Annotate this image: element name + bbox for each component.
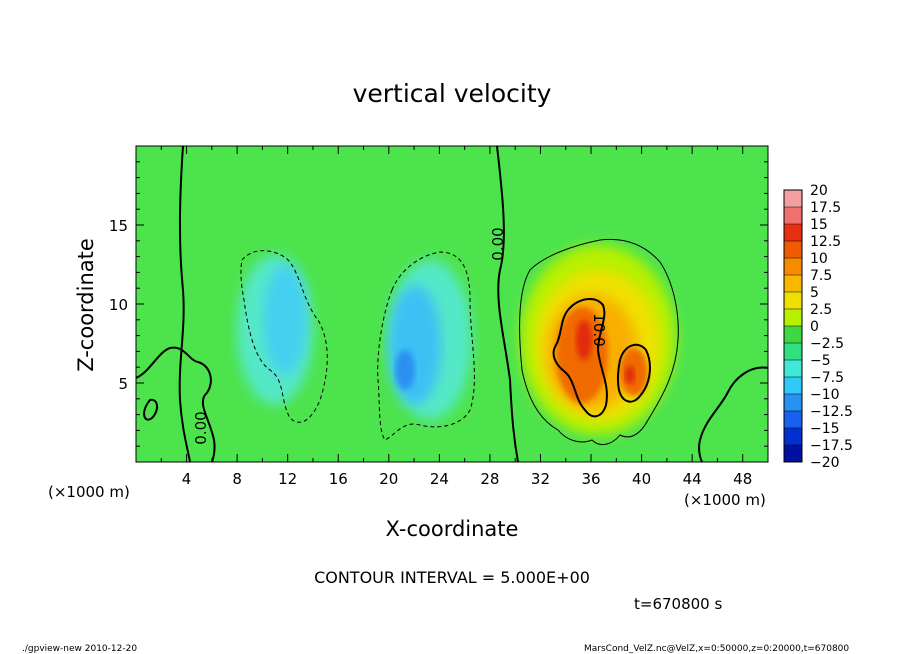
pos10-contour-right — [616, 343, 651, 403]
neg5-contour-left — [240, 250, 328, 423]
y-tick-label-5: 5 — [118, 375, 128, 393]
downdraft-right-peak — [395, 350, 415, 390]
x-tick-label-24: 24 — [430, 470, 449, 488]
y-tick-label-10: 10 — [109, 296, 128, 314]
colorbar-swatch-14 — [784, 428, 802, 446]
x-tick-label-40: 40 — [632, 470, 651, 488]
colorbar-swatch-12 — [784, 394, 802, 412]
zero-contour-left — [178, 146, 191, 462]
colorbar-label-3: 12.5 — [810, 234, 841, 250]
updraft-peak-left — [576, 320, 592, 360]
y-tick-label-15: 15 — [109, 217, 128, 235]
x-unit-label-left: (×1000 m) — [48, 483, 130, 501]
x-tick-label-16: 16 — [329, 470, 348, 488]
footer-left: ./gpview-new 2010-12-20 — [22, 644, 137, 654]
colorbar-label-2: 15 — [810, 217, 828, 233]
zero-contour-right — [698, 366, 768, 462]
x-tick-label-36: 36 — [581, 470, 600, 488]
colorbar-label-10: −5 — [810, 353, 831, 369]
x-unit-label-right: (×1000 m) — [684, 491, 766, 509]
contour-label-0: 0.00 — [489, 227, 507, 260]
x-tick-label-32: 32 — [531, 470, 550, 488]
colorbar-label-6: 5 — [810, 285, 819, 301]
zero-contour-lower-left — [136, 346, 216, 462]
colorbar-label-16: −20 — [810, 455, 840, 471]
x-tick-label-8: 8 — [232, 470, 242, 488]
zero-contour-center — [496, 146, 519, 462]
y-axis: 5 10 15 — [109, 161, 768, 447]
pos10-contour-left — [552, 298, 608, 418]
colorbar-label-13: −12.5 — [810, 404, 853, 420]
colorbar-label-5: 7.5 — [810, 268, 832, 284]
x-axis: 4 8 12 16 20 24 28 32 36 40 44 48 — [160, 146, 752, 488]
colorbar-swatch-7 — [784, 309, 802, 327]
chart-title: vertical velocity — [353, 79, 552, 108]
plot-area: 0.00 0.00 10.0 — [136, 146, 768, 462]
x-tick-label-48: 48 — [733, 470, 752, 488]
colorbar-swatch-1 — [784, 207, 802, 225]
downdraft-left-core — [263, 265, 307, 375]
colorbar-swatch-2 — [784, 224, 802, 242]
x-tick-label-44: 44 — [683, 470, 702, 488]
footer-right: MarsCond_VelZ.nc@VelZ,x=0:50000,z=0:2000… — [584, 644, 849, 654]
colorbar-swatch-9 — [784, 343, 802, 361]
colorbar-swatch-6 — [784, 292, 802, 310]
colorbar-swatch-13 — [784, 411, 802, 429]
colorbar-swatch-10 — [784, 360, 802, 378]
colorbar: 2017.51512.5107.552.50−2.5−5−7.5−10−12.5… — [783, 183, 853, 471]
contour-labels: 0.00 0.00 10.0 — [192, 227, 608, 444]
colorbar-swatch-11 — [784, 377, 802, 395]
colorbar-swatch-8 — [784, 326, 802, 344]
contour-label-1: 0.00 — [192, 411, 210, 444]
colorbar-label-9: −2.5 — [810, 336, 844, 352]
colorbar-label-0: 20 — [810, 183, 828, 199]
colorbar-label-1: 17.5 — [810, 200, 841, 216]
pos5-contour — [519, 238, 679, 446]
x-tick-label-28: 28 — [480, 470, 499, 488]
colorbar-swatch-15 — [784, 445, 802, 463]
updraft-peak-right — [625, 366, 635, 384]
x-tick-label-20: 20 — [379, 470, 398, 488]
colorbar-label-11: −7.5 — [810, 370, 844, 386]
neg5-contour-right — [377, 251, 475, 441]
x-axis-title: X-coordinate — [386, 517, 519, 541]
colorbar-swatch-3 — [784, 241, 802, 259]
contour-label-2: 10.0 — [590, 313, 608, 346]
colorbar-label-12: −10 — [810, 387, 840, 403]
colorbar-swatch-5 — [784, 275, 802, 293]
colorbar-label-7: 2.5 — [810, 302, 832, 318]
colorbar-swatch-4 — [784, 258, 802, 276]
downdraft-right-core — [389, 285, 441, 405]
time-label: t=670800 s — [634, 595, 722, 613]
x-tick-label-4: 4 — [182, 470, 192, 488]
x-tick-label-12: 12 — [278, 470, 297, 488]
contour-layer — [136, 146, 768, 462]
colorbar-swatch-0 — [784, 190, 802, 208]
zero-contour-small — [143, 398, 158, 421]
y-axis-title: Z-coordinate — [74, 238, 98, 372]
colorbar-label-14: −15 — [810, 421, 840, 437]
colorbar-label-15: −17.5 — [810, 438, 853, 454]
contour-interval-label: CONTOUR INTERVAL = 5.000E+00 — [314, 568, 590, 587]
colorbar-label-4: 10 — [810, 251, 828, 267]
colorbar-label-8: 0 — [810, 319, 819, 335]
